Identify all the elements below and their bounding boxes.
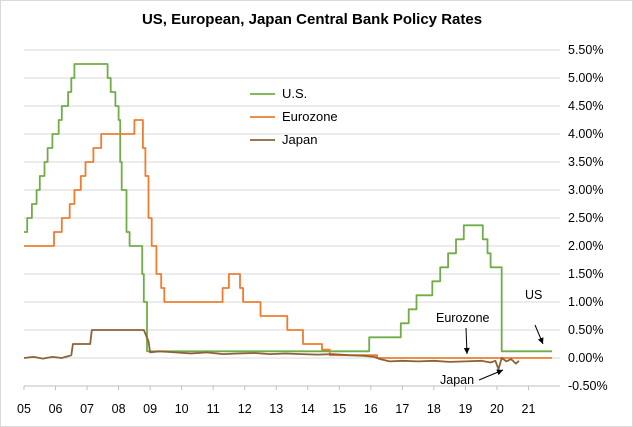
x-tick-label: 06 bbox=[49, 402, 63, 416]
y-tick-label: -0.50% bbox=[568, 379, 608, 393]
series-line-eurozone bbox=[24, 119, 553, 359]
y-tick-label: 2.00% bbox=[568, 239, 603, 253]
annotation-arrowhead bbox=[496, 369, 503, 376]
x-tick-label: 19 bbox=[458, 402, 472, 416]
annotation-label: US bbox=[525, 288, 542, 302]
y-tick-label: 4.50% bbox=[568, 99, 603, 113]
series-line-japan bbox=[23, 329, 520, 371]
x-tick-label: 05 bbox=[17, 402, 31, 416]
x-tick-label: 12 bbox=[238, 402, 252, 416]
x-tick-label: 20 bbox=[490, 402, 504, 416]
y-tick-label: 3.50% bbox=[568, 155, 603, 169]
x-tick-label: 16 bbox=[364, 402, 378, 416]
y-tick-label: 2.50% bbox=[568, 211, 603, 225]
y-tick-label: 3.00% bbox=[568, 183, 603, 197]
chart-title: US, European, Japan Central Bank Policy … bbox=[142, 11, 482, 28]
x-tick-label: 17 bbox=[395, 402, 409, 416]
x-tick-label: 15 bbox=[332, 402, 346, 416]
x-tick-label: 14 bbox=[301, 402, 315, 416]
y-tick-label: 1.00% bbox=[568, 295, 603, 309]
annotation-arrowhead bbox=[537, 337, 544, 344]
legend-label-japan: Japan bbox=[282, 132, 317, 147]
y-tick-label: 5.50% bbox=[568, 43, 603, 57]
legend-label-us: U.S. bbox=[282, 86, 307, 101]
y-tick-label: 0.50% bbox=[568, 323, 603, 337]
series-layer bbox=[23, 63, 553, 371]
x-tick-label: 21 bbox=[522, 402, 536, 416]
x-tick-label: 10 bbox=[175, 402, 189, 416]
x-tick-label: 07 bbox=[80, 402, 94, 416]
x-tick-label: 09 bbox=[143, 402, 157, 416]
legend-label-eurozone: Eurozone bbox=[282, 109, 338, 124]
y-tick-label: 5.00% bbox=[568, 71, 603, 85]
x-tick-label: 08 bbox=[112, 402, 126, 416]
annotation-label: Eurozone bbox=[436, 311, 490, 325]
x-tick-label: 11 bbox=[207, 402, 220, 416]
legend: U.S. Eurozone Japan bbox=[250, 86, 338, 147]
annotation-arrowhead bbox=[463, 347, 470, 354]
annotations: US Eurozone Japan bbox=[436, 288, 544, 387]
series-line-us bbox=[24, 63, 553, 353]
x-tick-label: 13 bbox=[269, 402, 283, 416]
x-tick-label: 18 bbox=[427, 402, 441, 416]
axis-layer: -0.50% 0.00% 0.50% 1.00% 1.50% 2.00% 2.50% 3.00… bbox=[17, 43, 608, 416]
y-tick-label: 4.00% bbox=[568, 127, 603, 141]
y-tick-label: 0.00% bbox=[568, 351, 603, 365]
y-tick-label: 1.50% bbox=[568, 267, 603, 281]
annotation-label: Japan bbox=[440, 373, 474, 387]
